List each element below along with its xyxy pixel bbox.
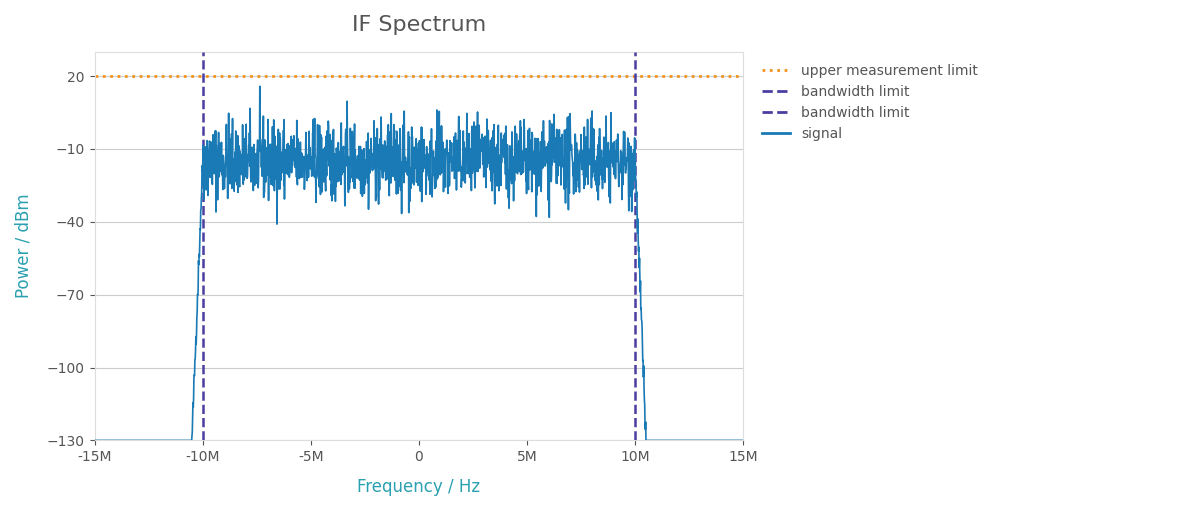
- upper measurement limit: [412, 73, 426, 79]
- signal: [120, 437, 134, 444]
- signal: [253, 83, 267, 89]
- signal: [598, 155, 613, 161]
- Line: signal: signal: [94, 86, 743, 440]
- bandwidth limit: [628, 119, 642, 125]
- signal: [386, 173, 401, 179]
- signal: [403, 165, 417, 171]
- signal: [87, 437, 101, 444]
- Legend: upper measurement limit, bandwidth limit, bandwidth limit, signal: upper measurement limit, bandwidth limit…: [756, 59, 984, 147]
- bandwidth limit: [196, 119, 210, 125]
- bandwidth limit: [196, 122, 210, 128]
- signal: [736, 437, 750, 444]
- signal: [717, 437, 732, 444]
- Title: IF Spectrum: IF Spectrum: [352, 15, 487, 35]
- upper measurement limit: [412, 73, 426, 79]
- bandwidth limit: [628, 122, 642, 128]
- X-axis label: Frequency / Hz: Frequency / Hz: [357, 478, 481, 496]
- signal: [717, 437, 732, 444]
- Y-axis label: Power / dBm: Power / dBm: [15, 194, 33, 298]
